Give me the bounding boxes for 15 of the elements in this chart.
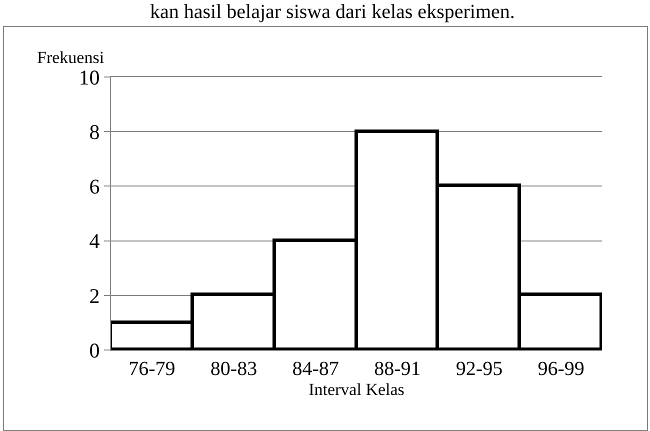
y-axis-title: Frekuensi (37, 48, 104, 67)
y-tick-label: 4 (89, 229, 100, 254)
x-tick-label: 76-79 (128, 358, 176, 380)
x-tick-label: 92-95 (456, 358, 503, 380)
y-tick-label: 0 (89, 338, 100, 362)
x-tick-label: 88-91 (374, 358, 421, 380)
text: kan hasil belajar siswa dari kelas eksperimen. (150, 0, 515, 24)
x-axis-title: Interval Kelas (308, 380, 404, 399)
y-tick-label: 8 (89, 120, 100, 144)
y-tick-label: 2 (89, 284, 100, 308)
y-tick-label: 10 (78, 65, 100, 90)
x-tick-label: 80-83 (210, 358, 258, 380)
x-tick-label: 96-99 (538, 358, 584, 380)
y-tick-label: 6 (89, 174, 100, 199)
x-tick-label: 84-87 (292, 358, 339, 380)
